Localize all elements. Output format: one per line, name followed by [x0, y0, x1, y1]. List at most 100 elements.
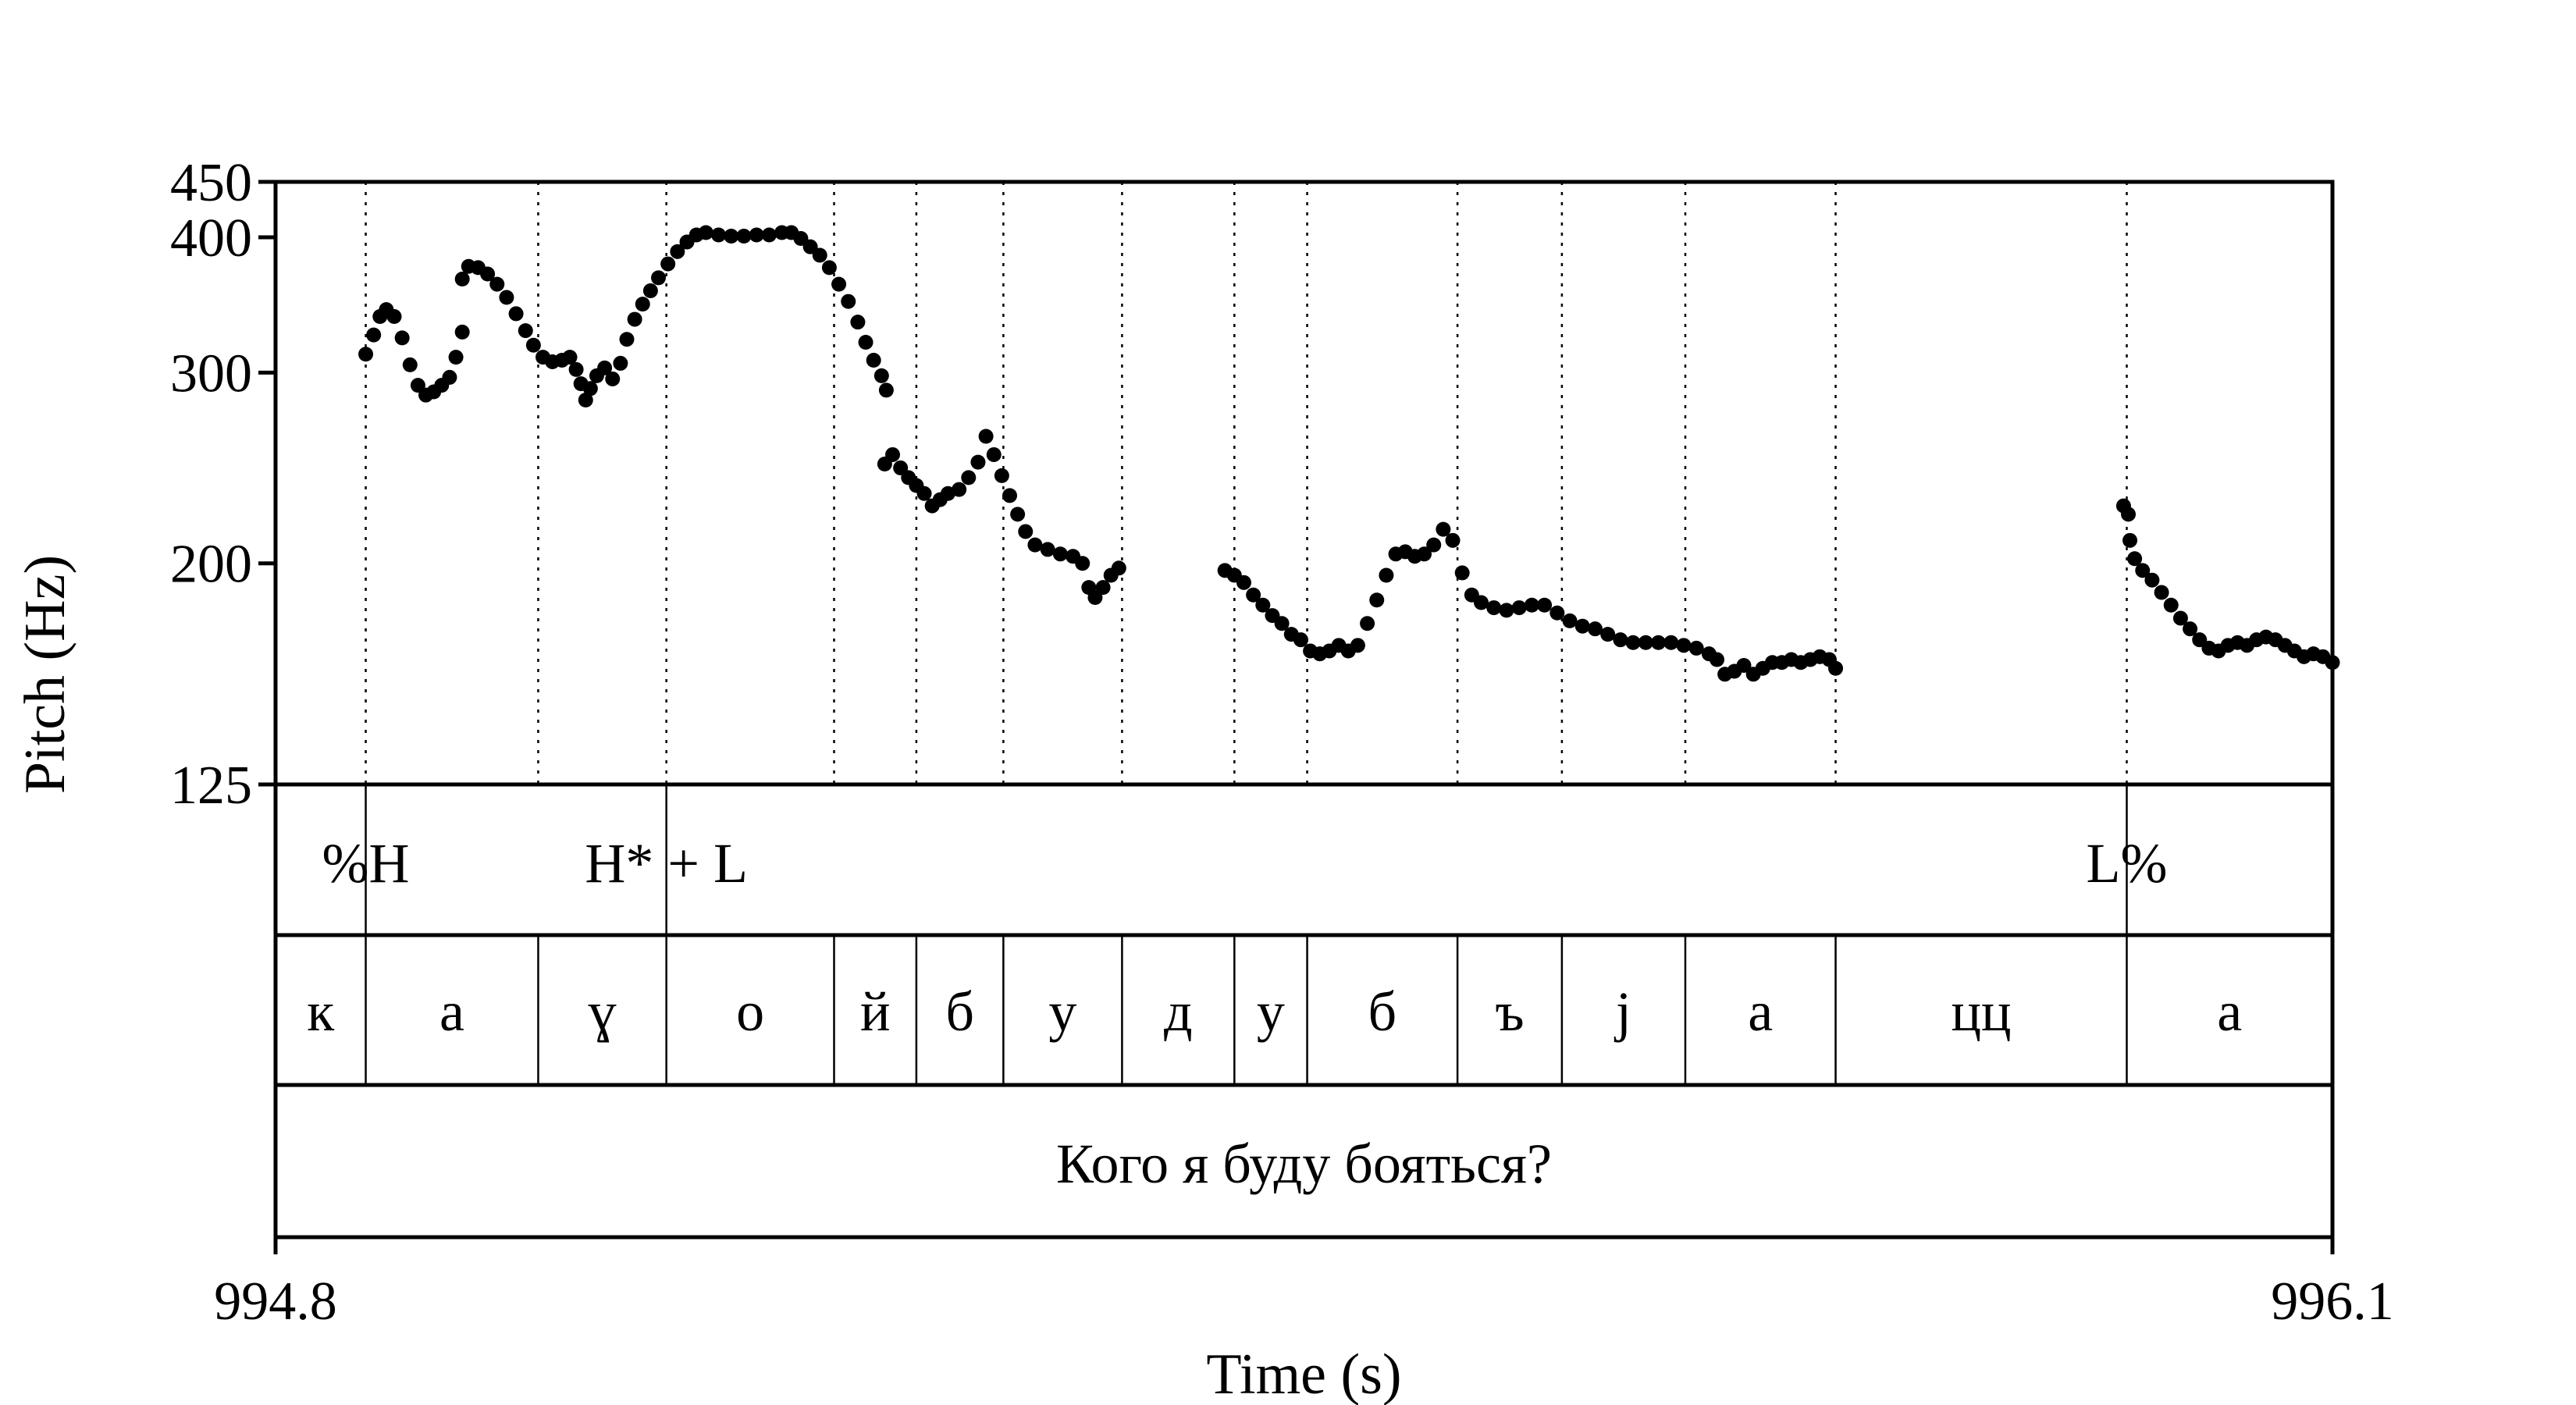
- pitch-point-79: [1010, 507, 1026, 522]
- pitch-point-156: [2144, 572, 2160, 588]
- pitch-point-107: [1369, 592, 1385, 608]
- pitch-point-125: [1562, 613, 1578, 628]
- segment-label-11: j: [1614, 980, 1631, 1043]
- pitch-point-38: [642, 283, 658, 299]
- segment-label-12: а: [1748, 980, 1773, 1043]
- pitch-point-159: [2172, 610, 2188, 626]
- x-tick-label-0: 994.8: [214, 1272, 337, 1332]
- segment-label-10: ъ: [1495, 980, 1524, 1043]
- pitch-point-57: [841, 293, 856, 309]
- frame: [273, 180, 2335, 1240]
- pitch-point-157: [2154, 585, 2169, 600]
- pitch-point-75: [978, 429, 994, 444]
- pitch-point-124: [1550, 605, 1565, 621]
- x-tick-label-1: 996.1: [2271, 1272, 2394, 1332]
- y-tick-label-2: 300: [170, 343, 252, 404]
- pitch-point-150: [1828, 660, 1844, 676]
- pitch-point-62: [878, 382, 894, 398]
- pitch-point-155: [2135, 563, 2151, 578]
- tone-tier: %H H* + L L%: [322, 832, 2168, 895]
- pitch-point-60: [866, 353, 881, 368]
- segment-label-8: у: [1257, 980, 1285, 1043]
- pitch-point-153: [2122, 532, 2138, 548]
- pitch-point-54: [812, 247, 827, 263]
- pitch-point-40: [660, 256, 676, 272]
- pitch-point-121: [1511, 600, 1527, 616]
- segment-label-14: а: [2217, 980, 2242, 1043]
- pitch-point-131: [1638, 635, 1653, 650]
- outer-frame: [273, 180, 2335, 1240]
- pitch-point-161: [2192, 632, 2208, 648]
- pitch-point-14: [454, 272, 470, 287]
- pitch-point-44: [698, 225, 713, 240]
- pitch-point-21: [518, 323, 533, 339]
- tone-label-2: L%: [2087, 832, 2168, 895]
- pitch-point-120: [1499, 603, 1514, 618]
- pitch-point-4: [386, 308, 402, 324]
- pitch-point-140: [1736, 657, 1752, 673]
- tone-label-1: H* + L: [585, 832, 748, 895]
- segment-tier: к а ɣ о й б у д у б ъ j а цц а: [307, 980, 2242, 1043]
- pitch-point-64: [885, 446, 900, 462]
- pitch-point-49: [761, 227, 777, 243]
- pitch-point-94: [1246, 587, 1261, 603]
- pitch-point-127: [1587, 621, 1603, 637]
- pitch-point-5: [394, 330, 410, 346]
- pitch-point-13: [454, 324, 470, 340]
- pitch-point-81: [1027, 537, 1043, 553]
- y-tick-label-1: 400: [170, 208, 252, 269]
- pitch-point-99: [1293, 632, 1308, 648]
- pitch-point-68: [916, 486, 932, 501]
- pitch-point-0: [358, 347, 374, 362]
- pitch-point-36: [627, 311, 642, 327]
- pitch-point-26: [562, 350, 578, 365]
- pitch-point-56: [831, 276, 847, 292]
- pitch-point-152: [2121, 507, 2137, 522]
- pitch-point-95: [1255, 597, 1271, 613]
- pitch-point-97: [1274, 616, 1290, 631]
- pitch-point-37: [635, 297, 650, 312]
- pitch-point-113: [1426, 537, 1442, 553]
- pitch-track: [358, 225, 2340, 682]
- pitch-point-41: [670, 244, 685, 259]
- y-tick-label-3: 200: [170, 535, 252, 595]
- pitch-point-76: [986, 446, 1002, 462]
- pitch-point-20: [508, 306, 524, 322]
- pitch-point-85: [1075, 556, 1091, 571]
- pitch-point-33: [605, 371, 621, 386]
- pitch-point-74: [970, 454, 986, 470]
- pitch-point-175: [2325, 655, 2340, 670]
- pitch-point-130: [1625, 635, 1641, 650]
- pitch-point-72: [952, 482, 967, 497]
- pitch-point-106: [1360, 616, 1375, 631]
- pitch-point-32: [597, 360, 613, 375]
- pitch-point-55: [821, 260, 837, 276]
- pitch-point-73: [961, 470, 977, 486]
- pitch-point-126: [1574, 618, 1590, 634]
- segment-label-4: й: [860, 980, 891, 1043]
- pitch-point-39: [651, 270, 667, 286]
- boundary-gridlines: [365, 182, 2128, 784]
- pitch-point-129: [1613, 632, 1628, 648]
- segment-label-1: а: [439, 980, 464, 1043]
- pitch-point-80: [1018, 524, 1034, 539]
- segment-label-7: д: [1164, 980, 1193, 1043]
- pitch-point-132: [1651, 635, 1667, 650]
- segment-label-0: к: [307, 980, 335, 1043]
- segment-label-5: б: [945, 980, 974, 1043]
- pitch-point-135: [1688, 640, 1704, 656]
- pitch-point-61: [873, 368, 889, 383]
- pitch-point-6: [402, 357, 418, 372]
- pitch-point-47: [736, 228, 752, 244]
- pitch-point-58: [850, 315, 866, 330]
- pitch-point-137: [1710, 652, 1725, 667]
- pitch-point-128: [1600, 627, 1616, 642]
- pitch-point-122: [1524, 597, 1539, 613]
- pitch-point-115: [1445, 532, 1461, 548]
- pitch-point-133: [1663, 635, 1679, 650]
- tier-boundaries: [365, 784, 2128, 1085]
- pitch-point-35: [619, 332, 635, 347]
- pitch-point-90: [1111, 560, 1126, 576]
